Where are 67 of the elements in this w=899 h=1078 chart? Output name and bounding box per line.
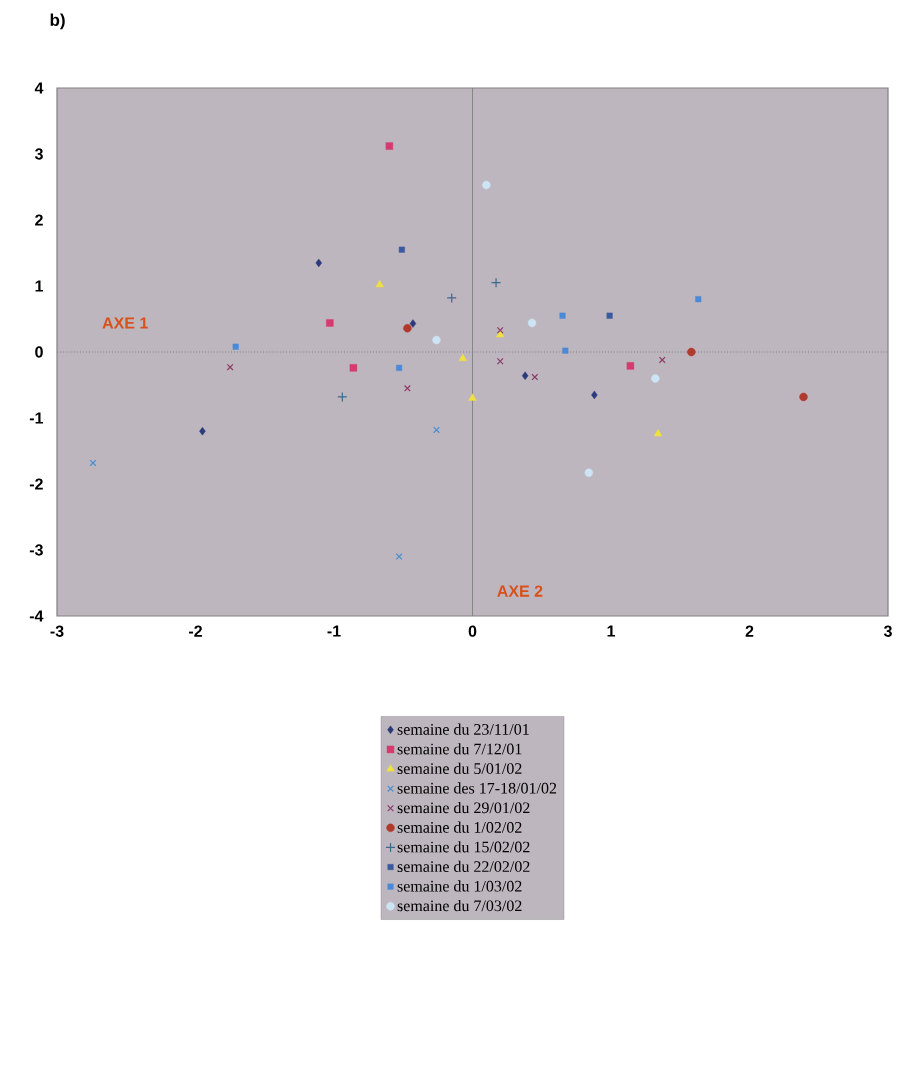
legend-label: semaine des 17-18/01/02 (397, 782, 557, 794)
y-tick-label: -4 (29, 610, 44, 622)
legend-label: semaine du 5/01/02 (397, 762, 522, 774)
y-tick-label: -1 (29, 412, 44, 424)
chart-title: b) (50, 13, 65, 30)
point (521, 371, 529, 380)
x-tick-label: 1 (607, 625, 616, 637)
legend-label: semaine du 1/03/02 (397, 880, 522, 892)
y-tick-label: 2 (35, 214, 43, 226)
point (433, 426, 440, 434)
point (403, 384, 411, 392)
y-tick-label: 4 (34, 82, 44, 94)
point (496, 330, 505, 338)
y-tick-label: 0 (35, 346, 43, 358)
point (89, 459, 97, 467)
point (395, 553, 403, 561)
x-tick-label: 3 (883, 625, 892, 637)
point (584, 468, 594, 477)
point (409, 319, 417, 328)
point (458, 353, 467, 362)
point (562, 347, 569, 354)
point (654, 429, 663, 437)
x-tick-label: 0 (468, 625, 477, 637)
point (591, 390, 598, 400)
point (490, 277, 502, 288)
x-tick-label: -3 (50, 625, 64, 637)
point (446, 292, 457, 303)
point (349, 364, 358, 372)
point (658, 356, 666, 364)
point (468, 393, 477, 401)
point (326, 319, 334, 327)
annotation: AXE 2 (497, 585, 543, 597)
point (199, 427, 206, 436)
point (695, 296, 702, 303)
point (337, 391, 348, 402)
point (385, 142, 394, 150)
point (799, 392, 808, 402)
x-tick-label: 2 (745, 625, 754, 637)
legend-label: semaine du 22/02/02 (397, 860, 530, 872)
point (315, 258, 322, 268)
point (527, 318, 537, 328)
point (606, 312, 613, 319)
legend-label: semaine du 23/11/01 (397, 723, 529, 735)
point (482, 180, 491, 190)
legend-label: semaine du 7/12/01 (397, 743, 522, 755)
x-tick-label: -2 (189, 625, 202, 637)
legend-label: semaine du 1/02/02 (397, 821, 522, 833)
legend-label: semaine du 29/01/02 (397, 801, 530, 814)
y-tick-label: -3 (29, 544, 43, 556)
point (531, 373, 539, 381)
point (375, 279, 384, 288)
y-tick-label: 1 (35, 280, 44, 292)
legend-label: semaine du 7/03/02 (397, 899, 522, 912)
point (626, 362, 635, 370)
point (687, 347, 696, 357)
y-tick-label: 3 (34, 148, 43, 160)
point (396, 364, 403, 371)
annotation: AXE 1 (102, 317, 148, 329)
point (559, 312, 566, 319)
x-tick-label: -1 (327, 625, 341, 637)
point (651, 374, 660, 383)
y-tick-label: -2 (29, 478, 43, 490)
point (398, 246, 405, 253)
point (232, 343, 239, 350)
point (432, 335, 441, 345)
legend-label: semaine du 15/02/02 (397, 841, 530, 853)
point (403, 324, 412, 333)
